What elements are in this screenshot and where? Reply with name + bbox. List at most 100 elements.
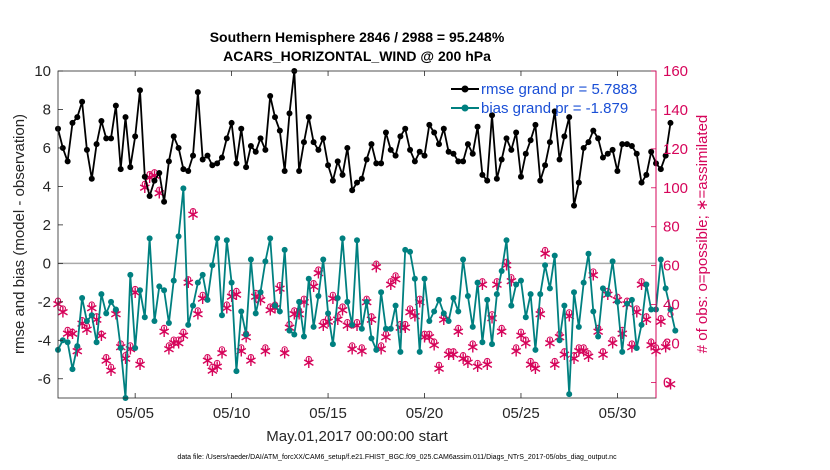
rmse-point [455,158,462,165]
obs-assimilated-point: ∗ [548,355,562,375]
bias-point [156,283,163,290]
obs-possible-point [648,338,655,345]
bias-point [83,318,90,325]
obs-assimilated-point: ∗ [403,302,417,322]
obs-assimilated-point: ∗ [379,328,393,348]
rmse-point [378,160,385,167]
obs-assimilated-point: ∗ [210,357,224,377]
bias-point [435,296,442,303]
rmse-point [440,125,447,132]
obs-assimilated-point: ∗ [388,269,402,289]
obs-possible-point [98,330,105,337]
rmse-point [585,139,592,146]
bias-point [194,279,201,286]
obs-assimilated-point: ∗ [191,304,205,324]
obs-possible-point [628,340,636,347]
obs-possible-point [247,353,255,361]
obs-assimilated-point: ∗ [200,351,214,371]
obs-assimilated-point: ∗ [432,359,446,379]
obs-possible-point [638,278,645,285]
obs-assimilated-point: ∗ [572,341,586,361]
rmse-point [233,160,240,167]
obs-possible-point [387,278,394,285]
obs-possible-point [69,328,76,335]
obs-possible-point [199,291,206,298]
obs-assimilated-point: ∗ [528,359,542,379]
rmse-point [556,156,563,163]
rmse-point [214,160,221,167]
rmse-point [435,141,442,148]
bias-point [151,318,158,325]
obs-assimilated-point: ∗ [442,345,456,365]
obs-assimilated-point: ∗ [278,343,292,363]
bias-point [262,258,269,265]
bias-point [397,348,404,355]
obs-possible-point [281,346,288,353]
bias-point [204,296,211,303]
obs-possible-point [358,344,365,351]
rmse-point [238,125,245,132]
bias-point [93,339,100,346]
bias-point [503,237,510,244]
x-tick-label: 05/05 [116,405,154,422]
bias-point [175,233,182,240]
obs-possible-point [160,324,168,332]
obs-possible-point [609,336,616,343]
rmse-point [508,146,515,153]
rmse-point [170,133,177,140]
obs-assimilated-point: ∗ [56,302,70,322]
bias-point [315,293,322,300]
bias-point [450,294,457,301]
rmse-point [199,156,206,163]
y-tick-label: 2 [43,217,51,234]
bias-point [566,391,573,398]
obs-possible-point [450,348,457,355]
obs-possible-point [498,324,505,332]
obs-assimilated-point: ∗ [577,341,591,361]
bias-point [638,321,645,328]
rmse-point [194,89,201,96]
bias-point [363,298,370,305]
rmse-point [190,152,197,159]
bias-point [648,306,655,313]
rmse-point [643,171,650,178]
bias-point [243,331,250,338]
rmse-point [98,118,105,125]
obs-assimilated-point: ∗ [413,293,427,313]
obs-assimilated-point: ∗ [70,341,84,361]
obs-possible-point [233,287,240,295]
bias-point [190,302,197,309]
obs-assimilated-point: ∗ [369,258,383,278]
rmse-point [604,150,611,157]
rmse-point [310,139,317,146]
rmse-point [619,141,626,148]
bias-point [354,237,360,244]
rmse-point [537,177,544,184]
x-tick-label: 05/20 [406,405,444,422]
obs-assimilated-point: ∗ [335,300,349,320]
bias-point [585,250,592,257]
rmse-point [363,156,370,163]
bias-point [320,256,327,263]
rmse-point [657,166,664,173]
rmse-point [407,146,414,153]
y2-tick-label: 100 [663,180,688,197]
bias-point [537,291,544,298]
rmse-point [358,175,365,182]
obs-assimilated-point: ∗ [437,310,451,330]
bias-point [257,289,264,296]
rmse-point [247,143,254,150]
bias-point [209,262,216,269]
rmse-point [522,150,529,157]
rmse-point [334,158,341,165]
obs-assimilated-point: ∗ [364,310,378,330]
obs-possible-point [344,318,351,326]
bias-point [556,337,563,344]
obs-assimilated-point: ∗ [302,353,316,373]
obs-assimilated-point: ∗ [345,339,359,359]
bias-point [180,185,187,192]
obs-assimilated-point: ∗ [509,341,523,361]
obs-assimilated-point: ∗ [451,322,465,342]
bias-point [69,366,76,373]
rmse-point [517,173,524,180]
